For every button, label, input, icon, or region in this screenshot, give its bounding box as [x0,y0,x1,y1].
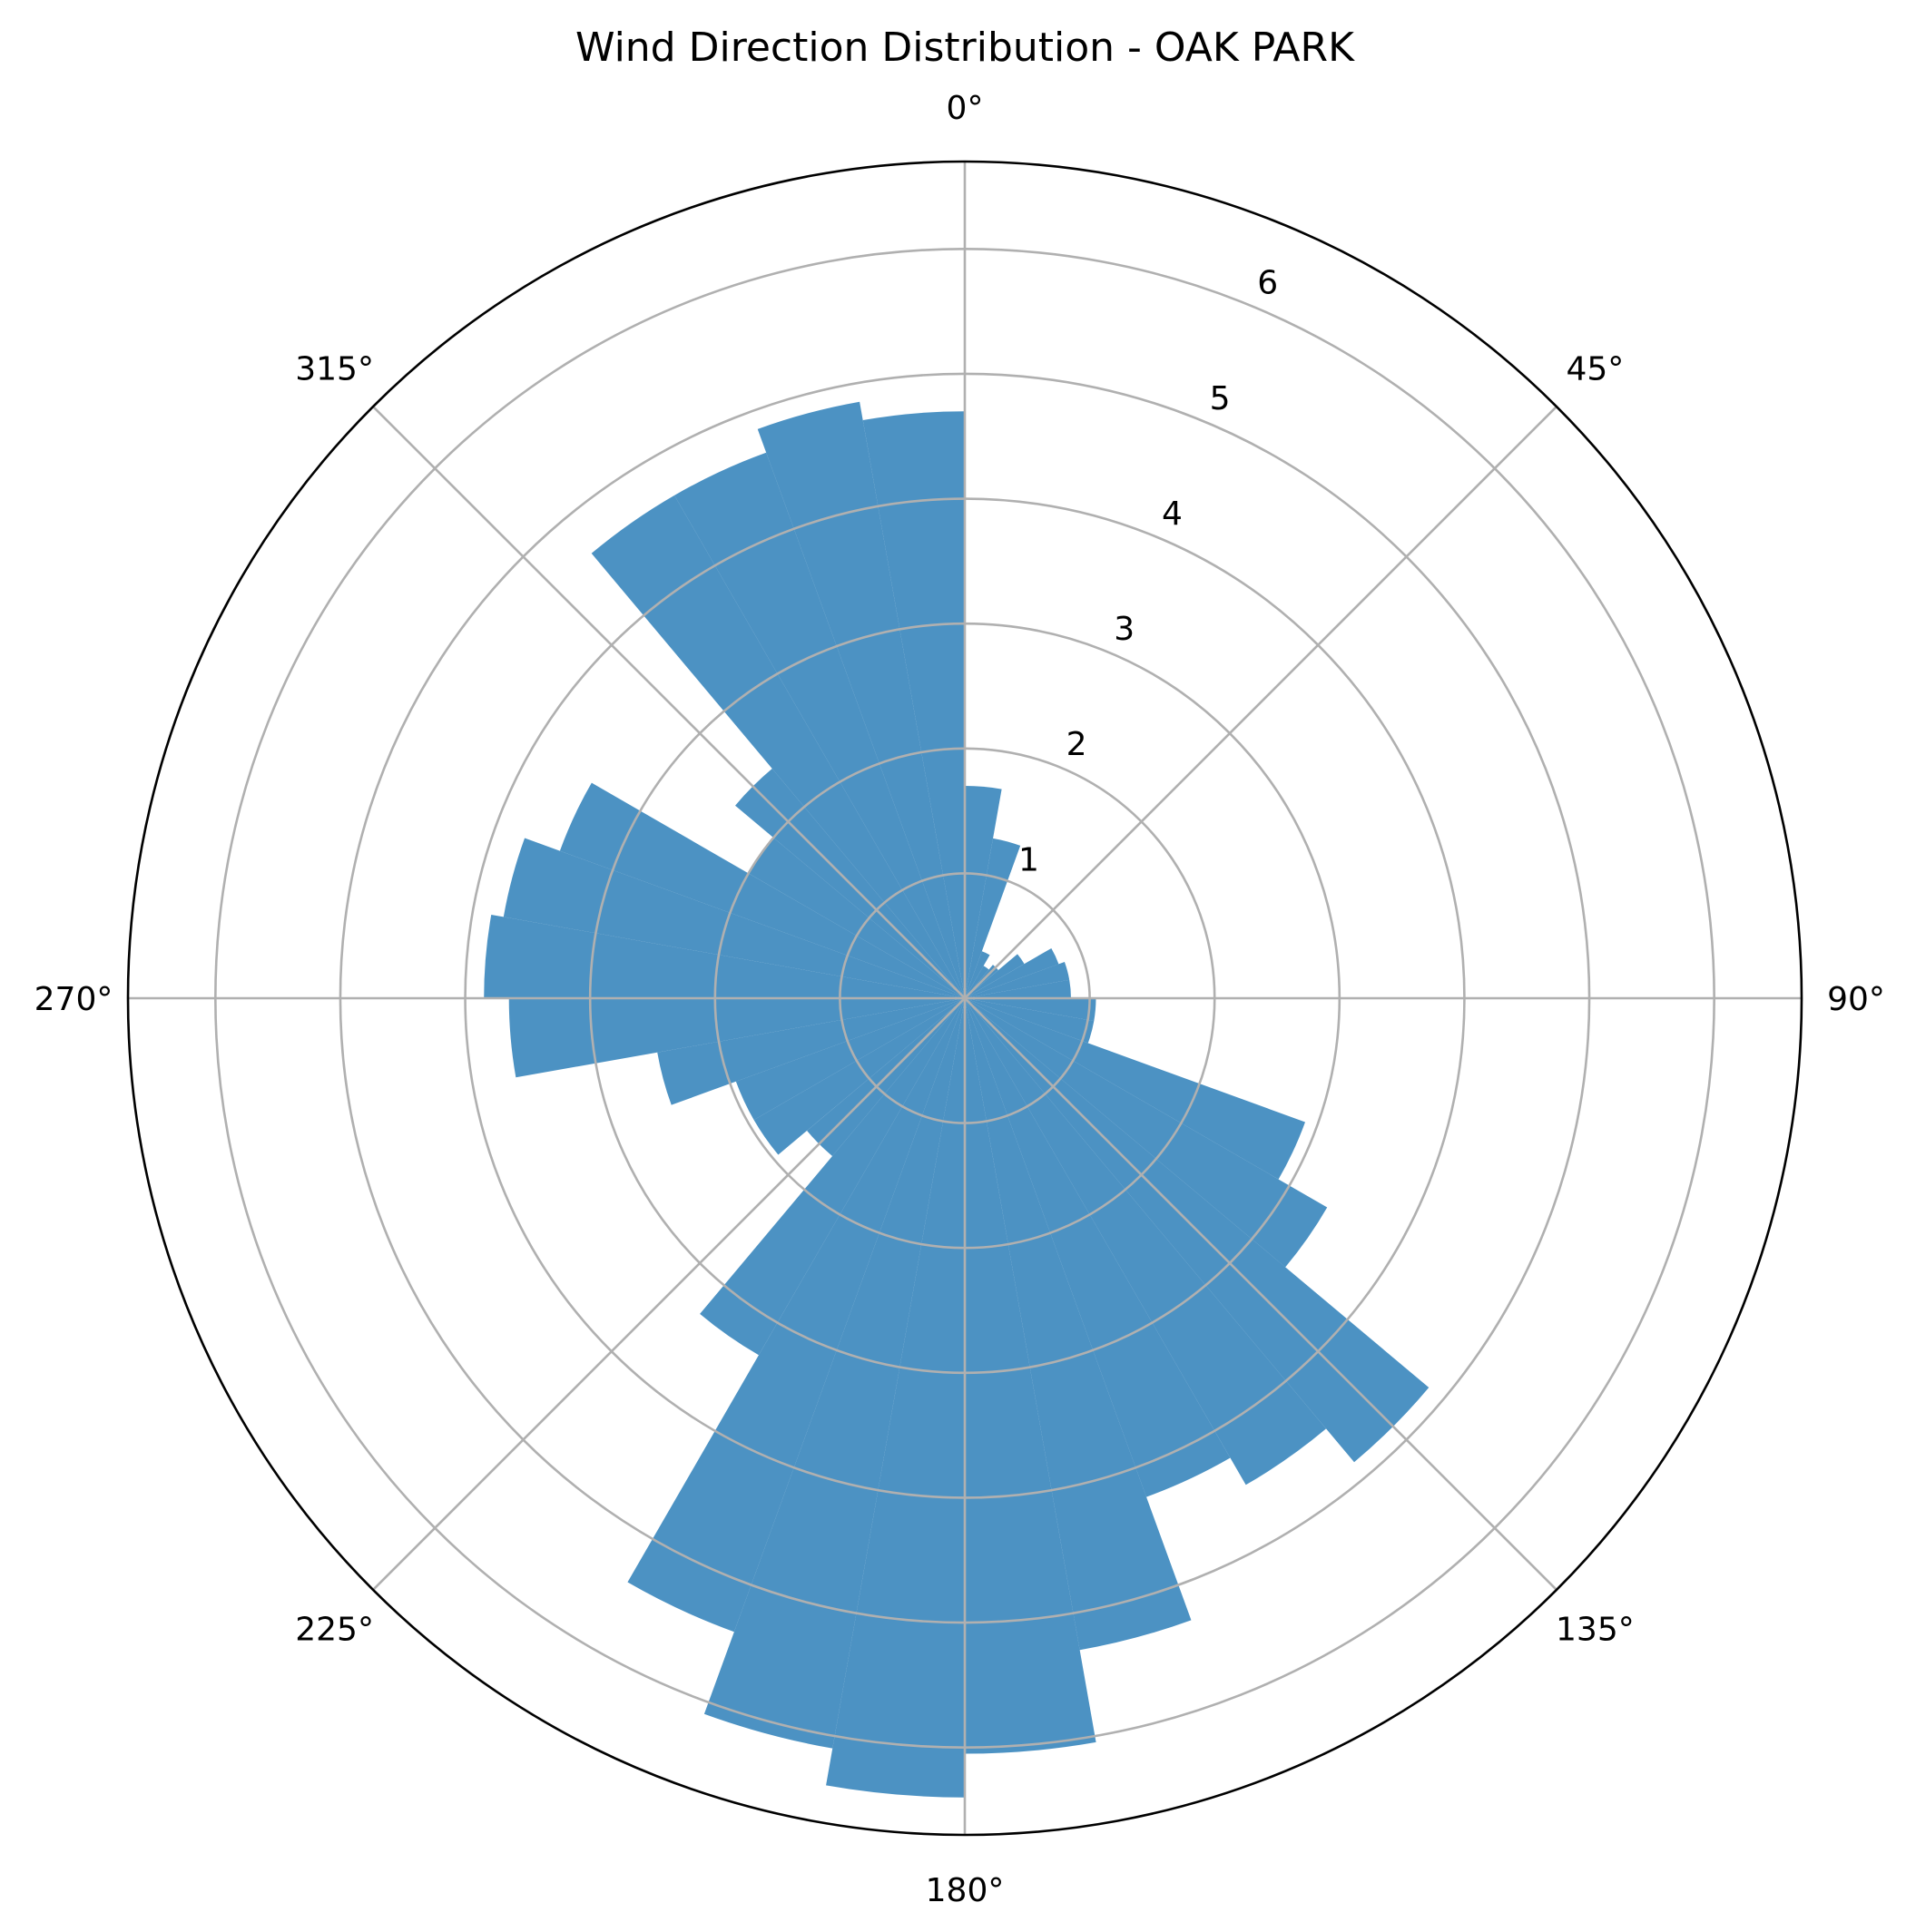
angle-tick-label: 0° [947,90,984,127]
angular-gridline-315 [372,406,966,999]
angle-tick-label: 180° [926,1872,1005,1909]
labels-layer: 1 2 3 4 5 6 0° 45° 90° 135° 180° 225° 270° 315° [34,90,1885,1909]
radial-tick-label: 6 [1257,265,1278,302]
wind-bar-215 [700,998,965,1356]
angle-tick-label: 90° [1827,981,1885,1018]
wind-bar-25 [965,951,990,998]
wind-bar-245 [735,998,965,1121]
polar-axis-outline [126,160,1803,1837]
wind-bar-185 [826,998,965,1798]
wind-bar-155 [965,998,1231,1497]
radial-tick-label: 4 [1162,495,1183,533]
wind-bar-175 [965,998,1096,1754]
wind-bar-285 [503,838,965,998]
wind-bar-255 [657,998,965,1105]
angle-tick-label: 225° [295,1611,374,1648]
angular-gridline-225 [372,997,966,1591]
wind-bar-265 [508,998,965,1078]
wind-bar-325 [591,495,965,998]
wind-bar-355 [862,411,965,998]
wind-bar-35 [965,966,989,998]
wind-bar-5 [965,786,1002,998]
radial-tick-label: 3 [1114,611,1135,648]
wind-bar-305 [748,838,965,998]
wind-bar-275 [484,915,965,998]
wind-bar-95 [965,998,1096,1022]
wind-bar-195 [703,998,965,1749]
bars-layer [484,401,1430,1798]
grid-layer [126,160,1803,1837]
chart-title: Wind Direction Distribution - OAK PARK [575,25,1355,71]
wind-bar-235 [753,998,965,1155]
wind-bar-105 [965,998,1095,1044]
radial-tick-label: 1 [1018,841,1039,878]
wind-bar-165 [965,998,1192,1651]
angular-gridline-135 [964,997,1557,1591]
wind-bar-345 [757,401,965,998]
wind-bar-125 [965,998,1328,1268]
radial-tick-label: 2 [1066,726,1087,763]
wind-bar-85 [965,979,1071,998]
angle-tick-label: 270° [34,981,113,1018]
wind-bar-15 [965,838,1021,998]
wind-bar-205 [627,998,965,1633]
radial-tick-label: 5 [1210,380,1231,417]
wind-bar-145 [965,998,1327,1486]
angular-gridline-45 [964,406,1557,999]
wind-bar-65 [965,947,1059,998]
wind-bar-55 [965,954,1025,998]
wind-bar-295 [559,782,965,998]
angle-tick-label: 315° [295,351,374,388]
wind-bar-75 [965,961,1070,998]
wind-bar-335 [674,452,965,998]
angle-tick-label: 135° [1556,1611,1635,1648]
angle-tick-label: 45° [1566,351,1624,388]
wind-bar-115 [965,998,1306,1180]
